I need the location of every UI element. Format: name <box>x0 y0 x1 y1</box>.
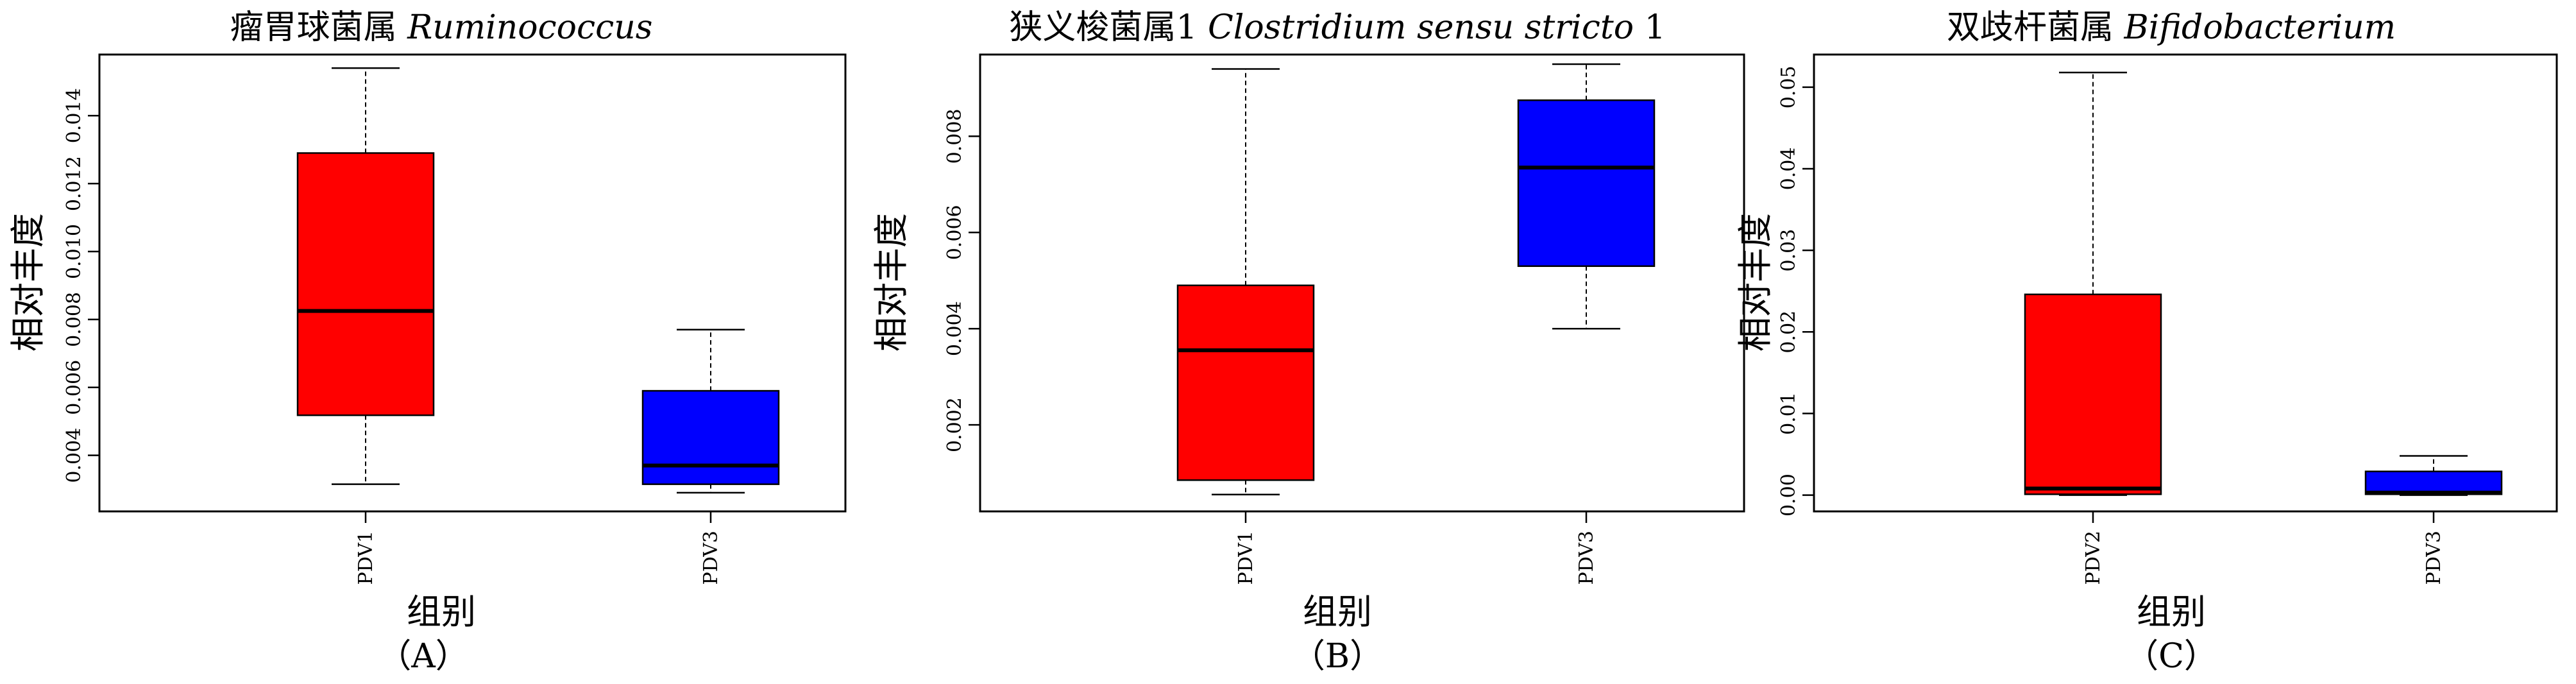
x-tick-label: PDV3 <box>1575 531 1598 585</box>
y-tick-label: 0.008 <box>944 108 966 164</box>
y-tick-label: 0.01 <box>1777 392 1800 435</box>
box-pdv2 <box>2024 293 2162 495</box>
y-tick-label: 0.012 <box>63 156 85 211</box>
y-tick-label: 0.006 <box>63 360 85 415</box>
y-tick-label: 0.006 <box>944 205 966 260</box>
y-tick-label: 0.004 <box>944 301 966 356</box>
box-pdv3 <box>1517 99 1656 268</box>
panel-a: 瘤胃球菌属 Ruminococcus 相对丰度 组别 （A） 0.0040.00… <box>8 8 847 676</box>
y-tick-label: 0.05 <box>1777 65 1800 108</box>
panel-c-ylabel: 相对丰度 <box>1735 213 1775 352</box>
x-tick-label: PDV3 <box>2423 531 2445 585</box>
y-tick-label: 0.014 <box>63 88 85 143</box>
panel-a-plot: 0.004 0.006 0.008 0.010 0.012 0.014 PDV1 PDV3 <box>63 53 847 585</box>
y-tick-label: 0.010 <box>63 224 85 279</box>
x-tick-label: PDV3 <box>700 531 722 585</box>
panel-c: 双歧杆菌属 Bifidobacterium 相对丰度 组别 （C） 0.000.… <box>1735 8 2558 676</box>
y-tick-label: 0.02 <box>1777 311 1800 354</box>
panel-a-ylabel: 相对丰度 <box>8 213 48 352</box>
box-pdv3 <box>641 389 780 485</box>
x-tick-label: PDV2 <box>2082 531 2105 585</box>
panel-b: 狭义梭菌属1 Clostridium sensu stricto 1 相对丰度 … <box>871 8 1745 676</box>
panel-c-xlabel: 组别 <box>2137 592 2206 632</box>
panel-a-label: （A） <box>378 637 469 676</box>
panel-a-title: 瘤胃球菌属 Ruminococcus <box>230 8 653 47</box>
panel-b-ylabel: 相对丰度 <box>871 213 911 352</box>
panel-c-label: （C） <box>2125 637 2217 676</box>
box-pdv3 <box>2364 470 2503 495</box>
plot-frame <box>1813 53 2558 513</box>
y-tick-label: 0.03 <box>1777 229 1800 272</box>
x-tick-label: PDV1 <box>1235 531 1257 585</box>
y-tick-label: 0.002 <box>944 397 966 452</box>
box-pdv1 <box>296 152 435 416</box>
y-tick-label: 0.04 <box>1777 148 1800 191</box>
y-tick-label: 0.004 <box>63 428 85 483</box>
box-pdv1 <box>1176 284 1315 481</box>
panel-c-plot: 0.00 0.01 0.02 0.03 0.04 0.05 PDV2 PDV3 <box>1777 53 2558 585</box>
x-tick-label: PDV1 <box>355 531 377 585</box>
y-tick-label: 0.008 <box>63 292 85 347</box>
panel-b-plot: 0.002 0.004 0.006 0.008 PDV1 PDV3 <box>944 53 1745 585</box>
panel-b-title: 狭义梭菌属1 Clostridium sensu stricto 1 <box>1009 8 1665 47</box>
panel-b-xlabel: 组别 <box>1303 592 1372 632</box>
y-tick-label: 0.00 <box>1777 474 1800 517</box>
panel-a-xlabel: 组别 <box>407 592 476 632</box>
plot-frame <box>98 53 847 513</box>
panel-b-label: （B） <box>1292 637 1383 676</box>
panel-c-title: 双歧杆菌属 Bifidobacterium <box>1947 8 2396 47</box>
plot-frame <box>979 53 1745 513</box>
